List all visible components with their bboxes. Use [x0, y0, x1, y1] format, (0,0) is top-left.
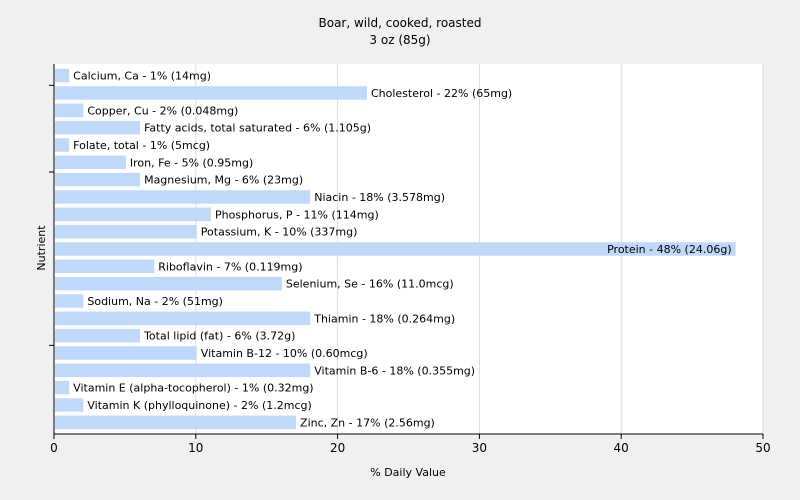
bar: [55, 68, 70, 83]
bar: [55, 224, 197, 239]
bar: [55, 207, 211, 222]
bar-label: Vitamin K (phylloquinone) - 2% (1.2mcg): [87, 399, 311, 412]
x-tick-label: 20: [330, 441, 345, 455]
bar: [55, 138, 70, 152]
chart-subtitle: 3 oz (85g): [369, 33, 430, 47]
bar-label: Magnesium, Mg - 6% (23mg): [144, 174, 303, 187]
bar: [55, 328, 141, 343]
x-tick-label: 10: [188, 441, 203, 455]
y-axis-title: Nutrient: [35, 225, 48, 271]
axes: 0 10 20 30 40 50: [49, 64, 771, 455]
bar-label: Fatty acids, total saturated - 6% (1.105…: [144, 122, 371, 135]
bar-label: Sodium, Na - 2% (51mg): [87, 295, 223, 308]
bar-label: Riboflavin - 7% (0.119mg): [158, 260, 302, 273]
bar: [55, 242, 736, 256]
x-tick-label: 40: [614, 441, 629, 455]
bar-label: Copper, Cu - 2% (0.048mg): [87, 104, 238, 117]
bar: [55, 398, 84, 412]
x-tick-label: 0: [50, 441, 58, 455]
bar-label: Iron, Fe - 5% (0.95mg): [130, 156, 253, 169]
bar: [55, 259, 155, 274]
bar-label: Vitamin B-12 - 10% (0.60mcg): [201, 347, 368, 360]
bar-label: Zinc, Zn - 17% (2.56mg): [300, 416, 435, 429]
bar: [55, 190, 311, 204]
bar-label: Folate, total - 1% (5mcg): [73, 139, 210, 152]
bar-label: Vitamin B-6 - 18% (0.355mg): [314, 364, 475, 377]
bar: [55, 380, 70, 395]
bar-label: Cholesterol - 22% (65mg): [371, 87, 512, 100]
bar-label: Selenium, Se - 16% (11.0mcg): [286, 278, 454, 291]
bar: [55, 311, 311, 326]
bar-label: Thiamin - 18% (0.264mg): [313, 312, 455, 325]
bar: [55, 415, 297, 430]
bar-label: Vitamin E (alpha-tocopherol) - 1% (0.32m…: [73, 382, 313, 395]
bar-label: Calcium, Ca - 1% (14mg): [73, 70, 211, 83]
bar: [55, 346, 197, 360]
bar-label: Phosphorus, P - 11% (114mg): [215, 208, 379, 221]
x-axis-title: % Daily Value: [370, 466, 446, 479]
bar-label: Niacin - 18% (3.578mg): [314, 191, 445, 204]
x-tick-label: 30: [472, 441, 487, 455]
bar: [55, 103, 84, 118]
bar: [55, 86, 367, 100]
chart-title: Boar, wild, cooked, roasted: [319, 16, 482, 30]
bar: [55, 155, 126, 170]
bar-label: Total lipid (fat) - 6% (3.72g): [143, 330, 295, 343]
bar-label: Protein - 48% (24.06g): [607, 243, 732, 256]
bar: [55, 276, 282, 291]
bar-label: Potassium, K - 10% (337mg): [201, 226, 358, 239]
bars: [55, 68, 736, 430]
bar: [55, 294, 84, 308]
bar: [55, 172, 141, 187]
bar: [55, 120, 141, 135]
x-tick-label: 50: [755, 441, 770, 455]
bar: [55, 363, 311, 378]
bar-labels: Calcium, Ca - 1% (14mg) Cholesterol - 22%…: [73, 70, 731, 430]
